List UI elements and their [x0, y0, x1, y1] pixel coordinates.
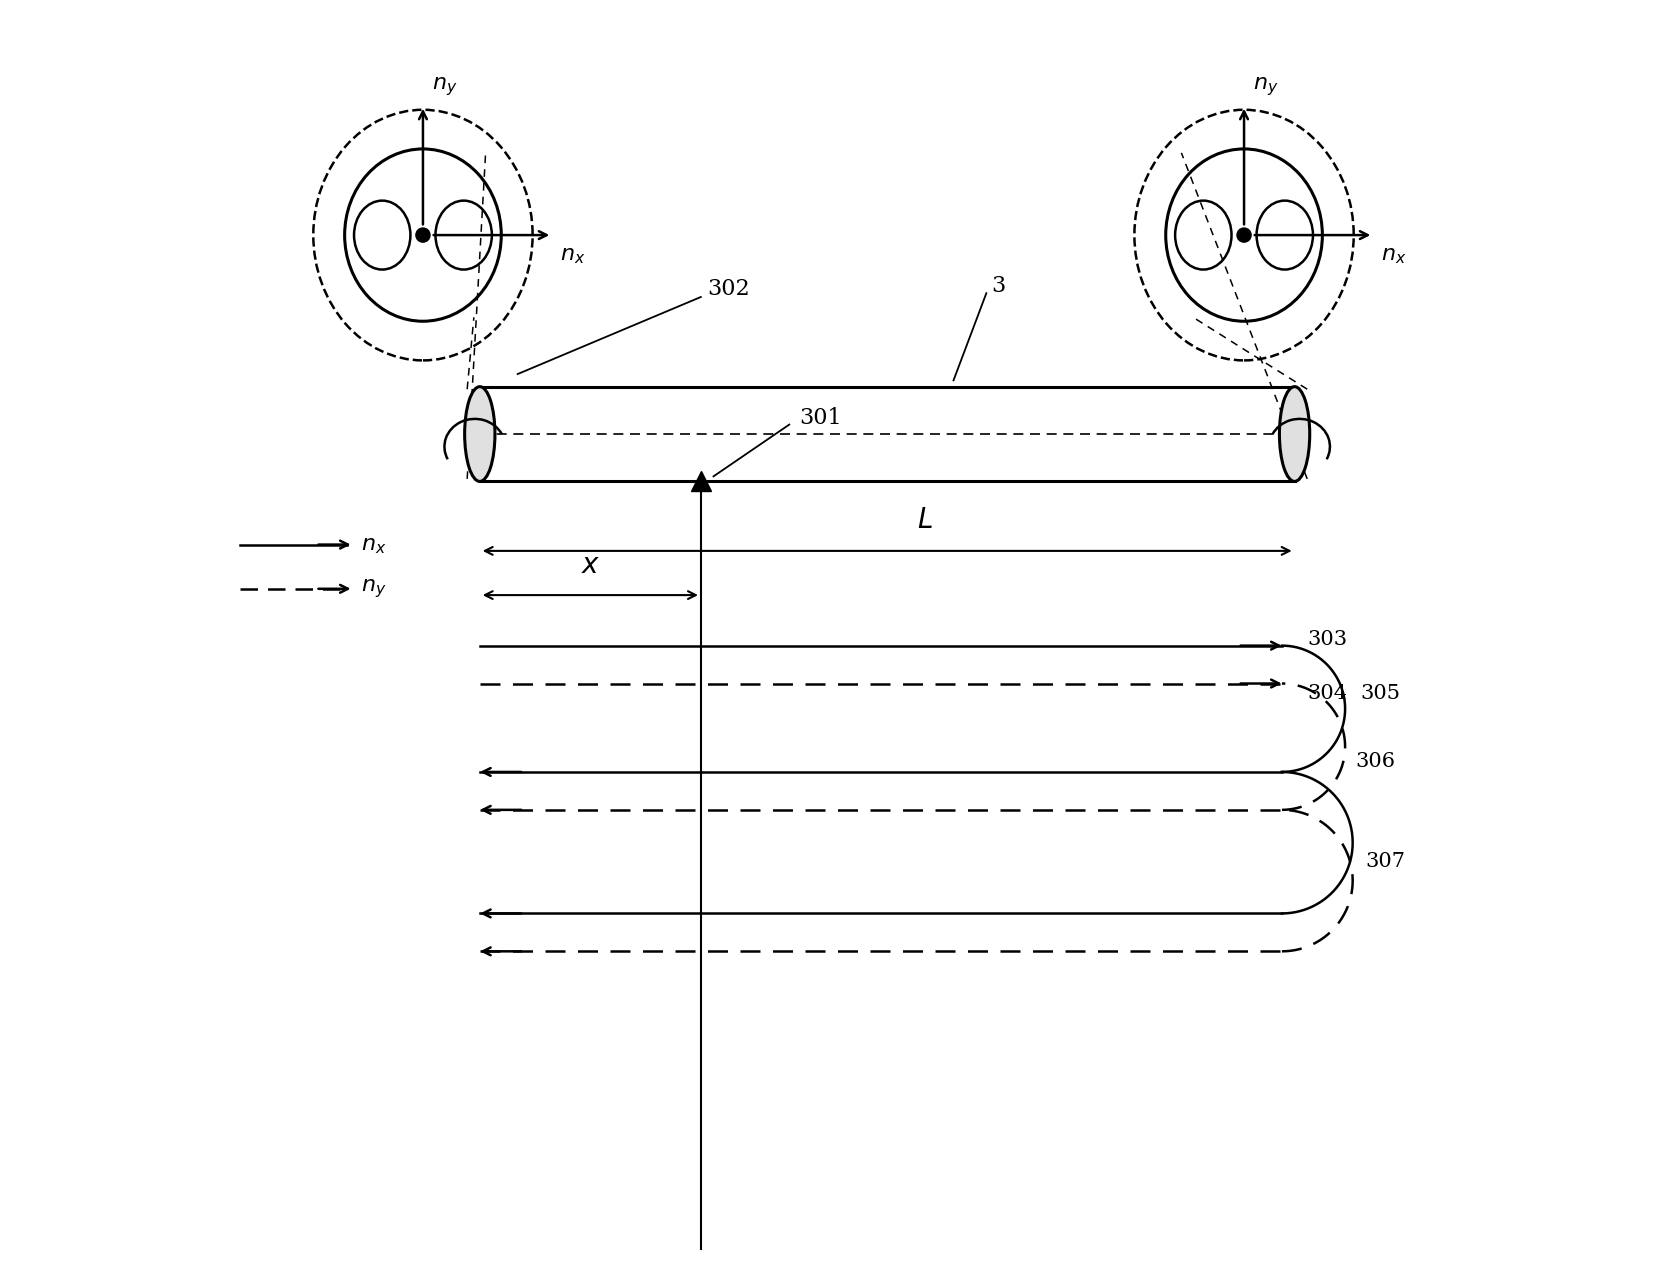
Circle shape	[1237, 228, 1252, 242]
Text: $x$: $x$	[580, 552, 600, 579]
Text: $n_y$: $n_y$	[432, 75, 458, 97]
Text: $n_x$: $n_x$	[1380, 244, 1407, 266]
Text: 304: 304	[1307, 684, 1347, 703]
Text: $L$: $L$	[917, 508, 934, 534]
Ellipse shape	[465, 386, 495, 481]
Ellipse shape	[1279, 386, 1310, 481]
Text: 307: 307	[1365, 852, 1405, 871]
Text: 303: 303	[1307, 629, 1347, 648]
Text: $n_y$: $n_y$	[362, 577, 387, 600]
Circle shape	[415, 228, 430, 242]
Text: 305: 305	[1360, 684, 1400, 703]
Text: 3: 3	[992, 275, 1005, 296]
Text: 301: 301	[800, 408, 842, 429]
Text: $n_x$: $n_x$	[560, 244, 585, 266]
Text: 306: 306	[1355, 752, 1395, 771]
Text: $n_x$: $n_x$	[362, 533, 387, 556]
Text: 302: 302	[707, 279, 750, 300]
Text: $n_y$: $n_y$	[1254, 75, 1279, 97]
